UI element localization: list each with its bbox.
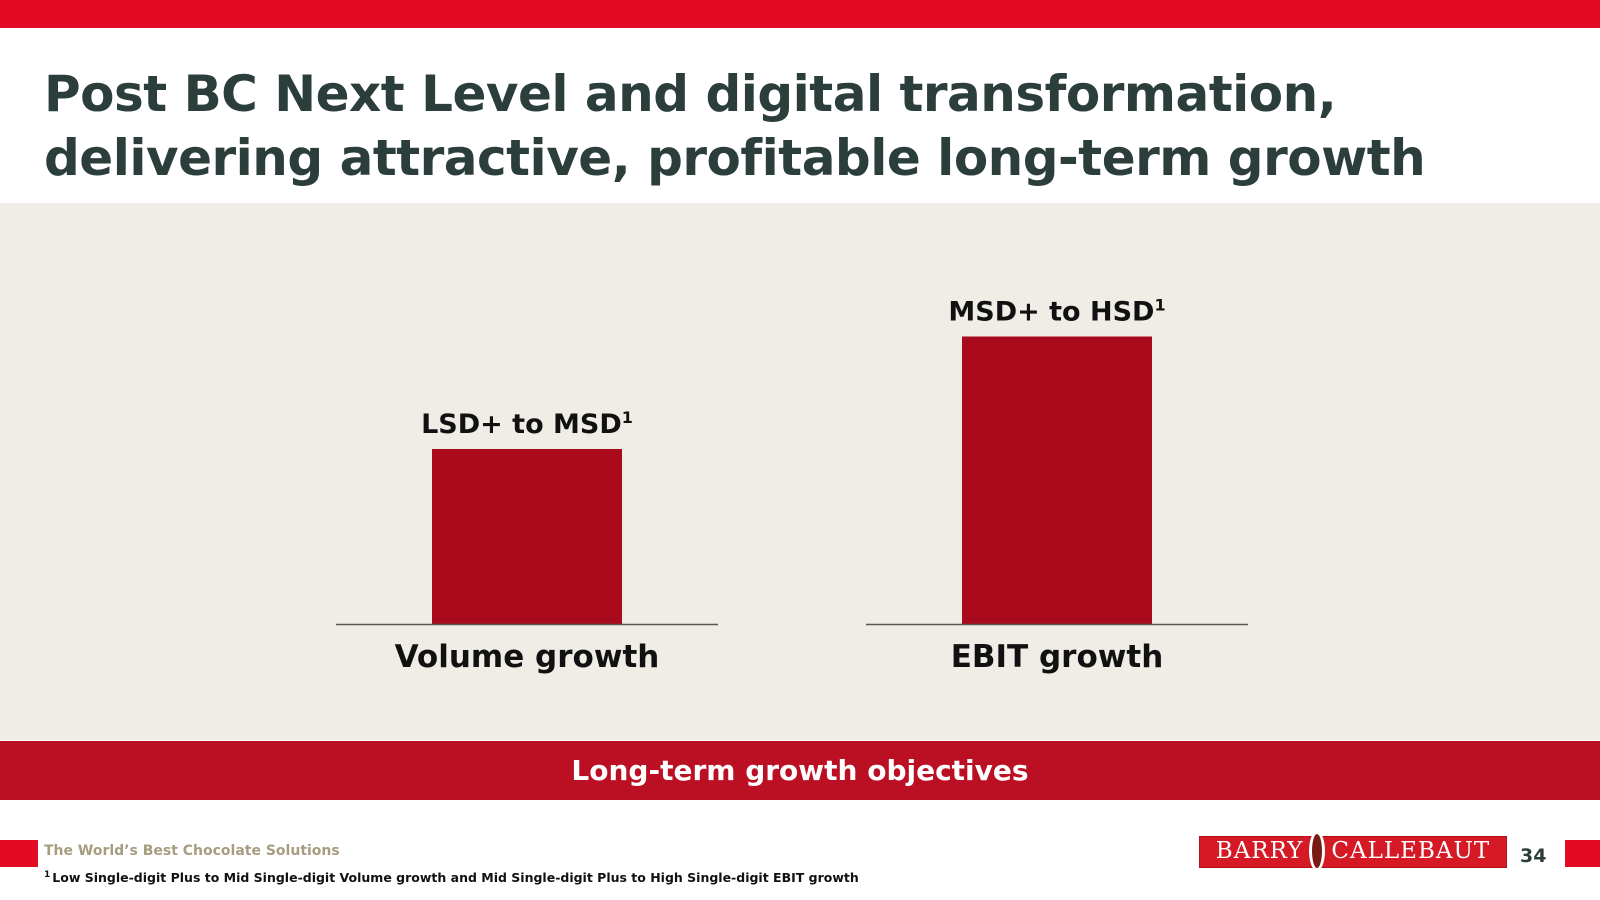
- chart-panel: LSD+ to MSD1 Volume growth MSD+ to HSD1 EBI…: [0, 203, 1600, 740]
- footnote: 1 Low Single-digit Plus to Mid Single-dig…: [44, 870, 859, 885]
- banner-text: Long-term growth objectives: [571, 754, 1029, 787]
- footnote-marker: 1: [44, 870, 51, 880]
- logo-word-left: BARRY: [1215, 838, 1304, 864]
- bar-value-label-0: LSD+ to MSD1: [421, 408, 633, 440]
- category-label-1: EBIT growth: [951, 639, 1164, 675]
- cocoa-bean-icon: [1309, 831, 1326, 871]
- barry-callebaut-logo: BARRY CALLEBAUT: [1199, 831, 1507, 871]
- objectives-banner: Long-term growth objectives: [0, 741, 1600, 800]
- bar-1: [962, 336, 1152, 624]
- bar-0: [432, 449, 622, 624]
- title-line-1: Post BC Next Level and digital transform…: [44, 65, 1337, 123]
- footer-accent-right: [1565, 840, 1600, 867]
- top-accent-bar: [0, 0, 1600, 28]
- logo-wordmark: BARRY CALLEBAUT: [1215, 831, 1491, 872]
- slide-title: Post BC Next Level and digital transform…: [44, 62, 1564, 190]
- bar-value-label-1: MSD+ to HSD1: [948, 296, 1165, 328]
- logo-word-right: CALLEBAUT: [1331, 838, 1491, 864]
- growth-bar-chart: LSD+ to MSD1 Volume growth MSD+ to HSD1 EBI…: [336, 296, 1248, 675]
- footnote-text: Low Single-digit Plus to Mid Single-digi…: [52, 870, 859, 886]
- footer-accent-left: [0, 840, 38, 867]
- tagline: The World’s Best Chocolate Solutions: [44, 843, 340, 859]
- category-label-0: Volume growth: [395, 639, 660, 675]
- page-number: 34: [1520, 845, 1547, 867]
- title-line-2: delivering attractive, profitable long-t…: [44, 129, 1426, 187]
